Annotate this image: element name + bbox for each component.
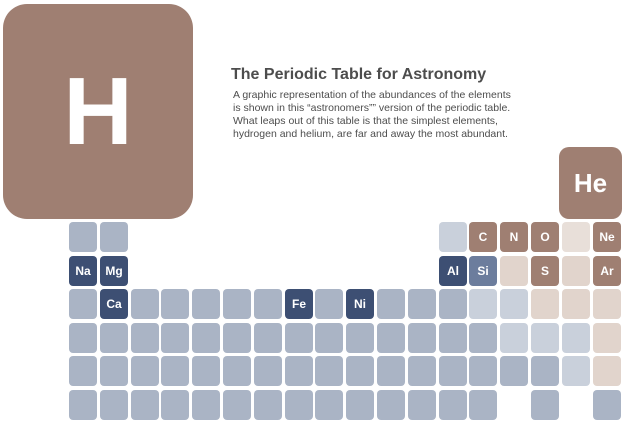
element-cell-si: Si [469,256,497,286]
element-cell [69,323,97,353]
element-cell [377,356,405,386]
element-cell [69,390,97,420]
element-cell [377,390,405,420]
element-cell [439,356,467,386]
element-cell [285,356,313,386]
element-cell [254,390,282,420]
element-cell [285,390,313,420]
element-cell [131,390,159,420]
element-cell [161,356,189,386]
element-cell-n: N [500,222,528,252]
element-cell [531,390,559,420]
element-cell [500,289,528,319]
element-cell [531,289,559,319]
element-cell [346,356,374,386]
element-cell [593,356,621,386]
element-cell-fe: Fe [285,289,313,319]
element-cell-s: S [531,256,559,286]
element-cell [500,323,528,353]
page-title: The Periodic Table for Astronomy [231,66,487,83]
element-cell [192,390,220,420]
element-cell [223,356,251,386]
element-cell [315,356,343,386]
element-cell-ca: Ca [100,289,128,319]
element-cell [161,323,189,353]
element-cell [223,323,251,353]
element-cell-c: C [469,222,497,252]
element-cell [346,390,374,420]
element-cell [408,356,436,386]
element-cell-na: Na [69,256,97,286]
description-line: A graphic representation of the abundanc… [233,89,511,101]
element-cell [315,289,343,319]
element-cell [439,323,467,353]
description: A graphic representation of the abundanc… [233,89,553,141]
description-line: is shown in this “astronomers”” version … [233,102,511,114]
element-cell [562,323,590,353]
element-cell-ar: Ar [593,256,621,286]
element-cell [562,289,590,319]
element-cell [192,356,220,386]
element-cell [593,289,621,319]
element-cell [131,356,159,386]
element-cell [131,323,159,353]
element-cell [439,390,467,420]
element-cell [100,323,128,353]
description-line: hydrogen and helium, are far and away th… [233,128,508,140]
element-cell [100,390,128,420]
element-cell [377,289,405,319]
element-cell [593,323,621,353]
element-cell [469,390,497,420]
element-cell [562,222,590,252]
element-cell [439,222,467,252]
element-cell [408,390,436,420]
element-cell [500,356,528,386]
element-cell [346,323,374,353]
element-cell-ne: Ne [593,222,621,252]
element-cell [192,323,220,353]
helium-tile: He [559,147,622,219]
element-cell [439,289,467,319]
element-cell [377,323,405,353]
element-cell [315,323,343,353]
element-cell [161,390,189,420]
element-cell [285,323,313,353]
description-line: What leaps out of this table is that the… [233,115,498,127]
element-cell [469,323,497,353]
element-cell [408,289,436,319]
element-cell [531,323,559,353]
hydrogen-tile: H [3,4,193,219]
element-cell-mg: Mg [100,256,128,286]
element-cell [254,323,282,353]
element-cell [131,289,159,319]
element-cell-o: O [531,222,559,252]
element-cell [562,356,590,386]
element-cell [469,289,497,319]
element-cell [254,356,282,386]
element-cell [100,222,128,252]
element-cell [192,289,220,319]
element-cell [223,289,251,319]
element-cell [408,323,436,353]
element-cell [69,222,97,252]
element-cell-al: Al [439,256,467,286]
element-cell [69,289,97,319]
element-cell [500,256,528,286]
element-cell [315,390,343,420]
element-cell [593,390,621,420]
element-cell [161,289,189,319]
element-cell [223,390,251,420]
element-cell [531,356,559,386]
element-cell [69,356,97,386]
element-cell [562,256,590,286]
element-cell-ni: Ni [346,289,374,319]
element-cell [100,356,128,386]
element-cell [254,289,282,319]
element-cell [469,356,497,386]
